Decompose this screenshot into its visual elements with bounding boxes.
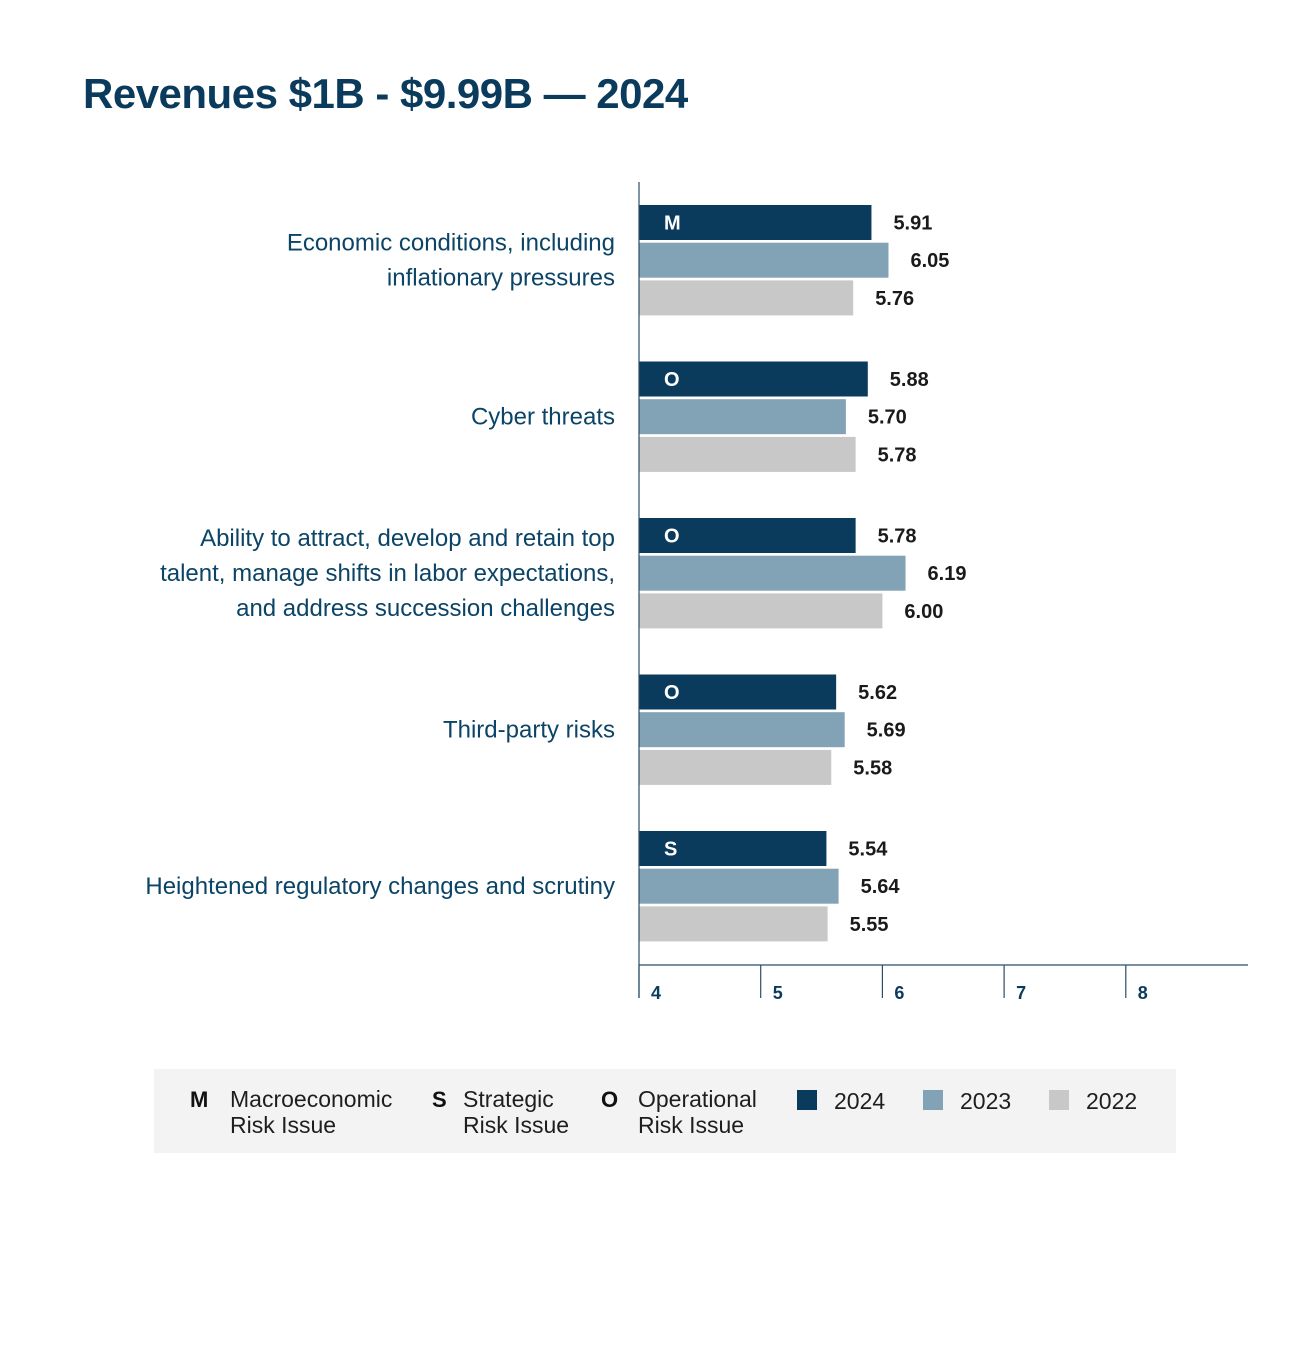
- chart-title: Revenues $1B - $9.99B — 2024: [83, 70, 688, 117]
- x-axis: 4 5 6 7 8: [638, 182, 1248, 1003]
- value-label-2024-2: 5.78: [878, 526, 917, 548]
- category-label-2-0: Ability to attract, develop and retain t…: [200, 525, 615, 552]
- bar-2024-4: [639, 831, 827, 866]
- legend-code-m: M: [190, 1087, 209, 1112]
- value-label-2023-1: 5.70: [868, 407, 907, 429]
- x-tick-label-1: 5: [773, 983, 783, 1003]
- value-label-2023-0: 6.05: [910, 250, 949, 272]
- bar-2022-4: [639, 906, 828, 942]
- x-tick-label-3: 7: [1016, 983, 1026, 1003]
- risk-code-label-0: M: [664, 213, 681, 235]
- bar-chart: 5.91 6.05 5.76 M 5.88 5.70 5.78 O 5.78 6.19 6.00 O 5…: [145, 182, 1248, 1003]
- legend: M Macroeconomic Risk Issue S Strategic Ris…: [154, 1069, 1176, 1153]
- value-label-2024-3: 5.62: [858, 682, 897, 704]
- value-label-2023-3: 5.69: [867, 720, 906, 742]
- legend-swatch-2024: [797, 1090, 817, 1110]
- value-label-2024-0: 5.91: [893, 213, 932, 235]
- category-label-4-0: Heightened regulatory changes and scruti…: [145, 873, 615, 900]
- legend-label-strategic: Strategic Risk Issue: [463, 1086, 570, 1138]
- bar-2023-2: [639, 555, 906, 591]
- x-tick-label-2: 6: [894, 983, 904, 1003]
- x-tick-label-4: 8: [1138, 983, 1148, 1003]
- legend-code-s: S: [432, 1087, 447, 1112]
- legend-swatch-2023: [923, 1090, 943, 1110]
- bar-2024-2: [639, 518, 856, 553]
- bar-2022-3: [639, 749, 832, 785]
- value-label-2022-3: 5.58: [853, 757, 892, 779]
- legend-label-macroeconomic: Macroeconomic Risk Issue: [230, 1086, 393, 1138]
- category-label-0-0: Economic conditions, including: [287, 230, 615, 257]
- risk-code-label-3: O: [664, 682, 680, 704]
- bar-2023-0: [639, 242, 889, 278]
- value-label-2022-1: 5.78: [878, 444, 917, 466]
- legend-swatch-2022: [1049, 1090, 1069, 1110]
- legend-label-operational: Operational Risk Issue: [638, 1086, 757, 1138]
- category-label-0-1: inflationary pressures: [387, 265, 615, 292]
- legend-label-2023: 2023: [960, 1088, 1012, 1114]
- legend-label-2024: 2024: [834, 1088, 886, 1114]
- value-label-2022-2: 6.00: [904, 601, 943, 623]
- risk-code-label-1: O: [664, 369, 680, 391]
- category-label-3-0: Third-party risks: [443, 717, 615, 744]
- bar-2023-1: [639, 399, 846, 435]
- category-label-1-0: Cyber threats: [471, 404, 615, 431]
- category-label-2-2: and address succession challenges: [236, 595, 615, 622]
- value-label-2023-4: 5.64: [861, 876, 901, 898]
- x-tick-label-0: 4: [651, 983, 661, 1003]
- value-label-2024-4: 5.54: [848, 839, 888, 861]
- value-label-2023-2: 6.19: [928, 563, 967, 585]
- legend-label-2022: 2022: [1086, 1088, 1138, 1114]
- legend-code-o: O: [601, 1087, 619, 1112]
- bar-2024-0: [639, 205, 872, 240]
- bar-2024-3: [639, 674, 837, 710]
- bar-2024-1: [639, 361, 868, 397]
- risk-code-label-4: S: [664, 839, 677, 861]
- value-label-2022-0: 5.76: [875, 288, 914, 310]
- bar-2022-1: [639, 436, 856, 472]
- bar-2022-0: [639, 280, 854, 316]
- bar-2023-4: [639, 868, 839, 904]
- value-label-2024-1: 5.88: [890, 369, 929, 391]
- value-label-2022-4: 5.55: [850, 914, 889, 936]
- bars-layer: 5.91 6.05 5.76 M 5.88 5.70 5.78 O 5.78 6.19 6.00 O 5…: [639, 205, 967, 942]
- category-labels: Economic conditions, including inflationa…: [145, 230, 615, 901]
- bar-2022-2: [639, 593, 883, 629]
- category-label-2-1: talent, manage shifts in labor expectati…: [160, 560, 615, 587]
- bar-2023-3: [639, 712, 845, 748]
- risk-code-label-2: O: [664, 526, 680, 548]
